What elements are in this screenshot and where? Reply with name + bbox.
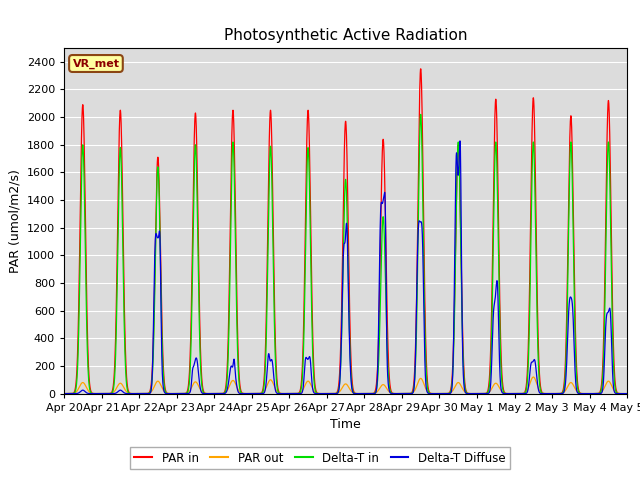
PAR out	[324, 391, 332, 396]
Title: Photosynthetic Active Radiation: Photosynthetic Active Radiation	[224, 28, 467, 43]
Delta-T Diffuse	[456, 138, 464, 144]
Delta-T in	[441, 391, 449, 396]
PAR out	[60, 391, 68, 396]
Delta-T in	[504, 391, 512, 396]
Line: Delta-T in: Delta-T in	[64, 114, 627, 394]
Delta-T Diffuse	[504, 391, 512, 396]
PAR out	[623, 391, 630, 396]
Delta-T in	[623, 391, 631, 396]
PAR out	[472, 391, 479, 396]
Line: Delta-T Diffuse: Delta-T Diffuse	[64, 141, 627, 394]
Text: VR_met: VR_met	[72, 59, 120, 69]
Delta-T Diffuse	[441, 391, 449, 396]
PAR out	[441, 391, 449, 396]
Y-axis label: PAR (umol/m2/s): PAR (umol/m2/s)	[8, 169, 21, 273]
PAR in	[161, 386, 169, 392]
X-axis label: Time: Time	[330, 418, 361, 431]
Line: PAR in: PAR in	[64, 69, 627, 394]
PAR in	[623, 391, 631, 396]
PAR out	[623, 391, 631, 396]
PAR out	[161, 390, 169, 396]
PAR in	[417, 66, 424, 72]
Delta-T in	[417, 111, 424, 117]
Delta-T Diffuse	[161, 390, 169, 396]
Delta-T in	[623, 391, 630, 396]
Delta-T Diffuse	[472, 391, 480, 396]
PAR in	[324, 391, 332, 396]
Delta-T Diffuse	[324, 391, 332, 396]
PAR in	[441, 391, 449, 396]
PAR in	[472, 391, 480, 396]
PAR in	[623, 391, 630, 396]
PAR in	[60, 391, 68, 396]
Delta-T Diffuse	[623, 391, 631, 396]
Delta-T in	[161, 388, 169, 394]
Delta-T in	[60, 391, 68, 396]
Legend: PAR in, PAR out, Delta-T in, Delta-T Diffuse: PAR in, PAR out, Delta-T in, Delta-T Dif…	[130, 447, 510, 469]
Line: PAR out: PAR out	[64, 377, 627, 394]
PAR in	[504, 391, 512, 396]
Delta-T Diffuse	[623, 391, 630, 396]
PAR out	[504, 391, 511, 396]
Delta-T in	[472, 391, 480, 396]
PAR out	[529, 374, 537, 380]
Delta-T in	[324, 391, 332, 396]
Delta-T Diffuse	[60, 391, 68, 396]
